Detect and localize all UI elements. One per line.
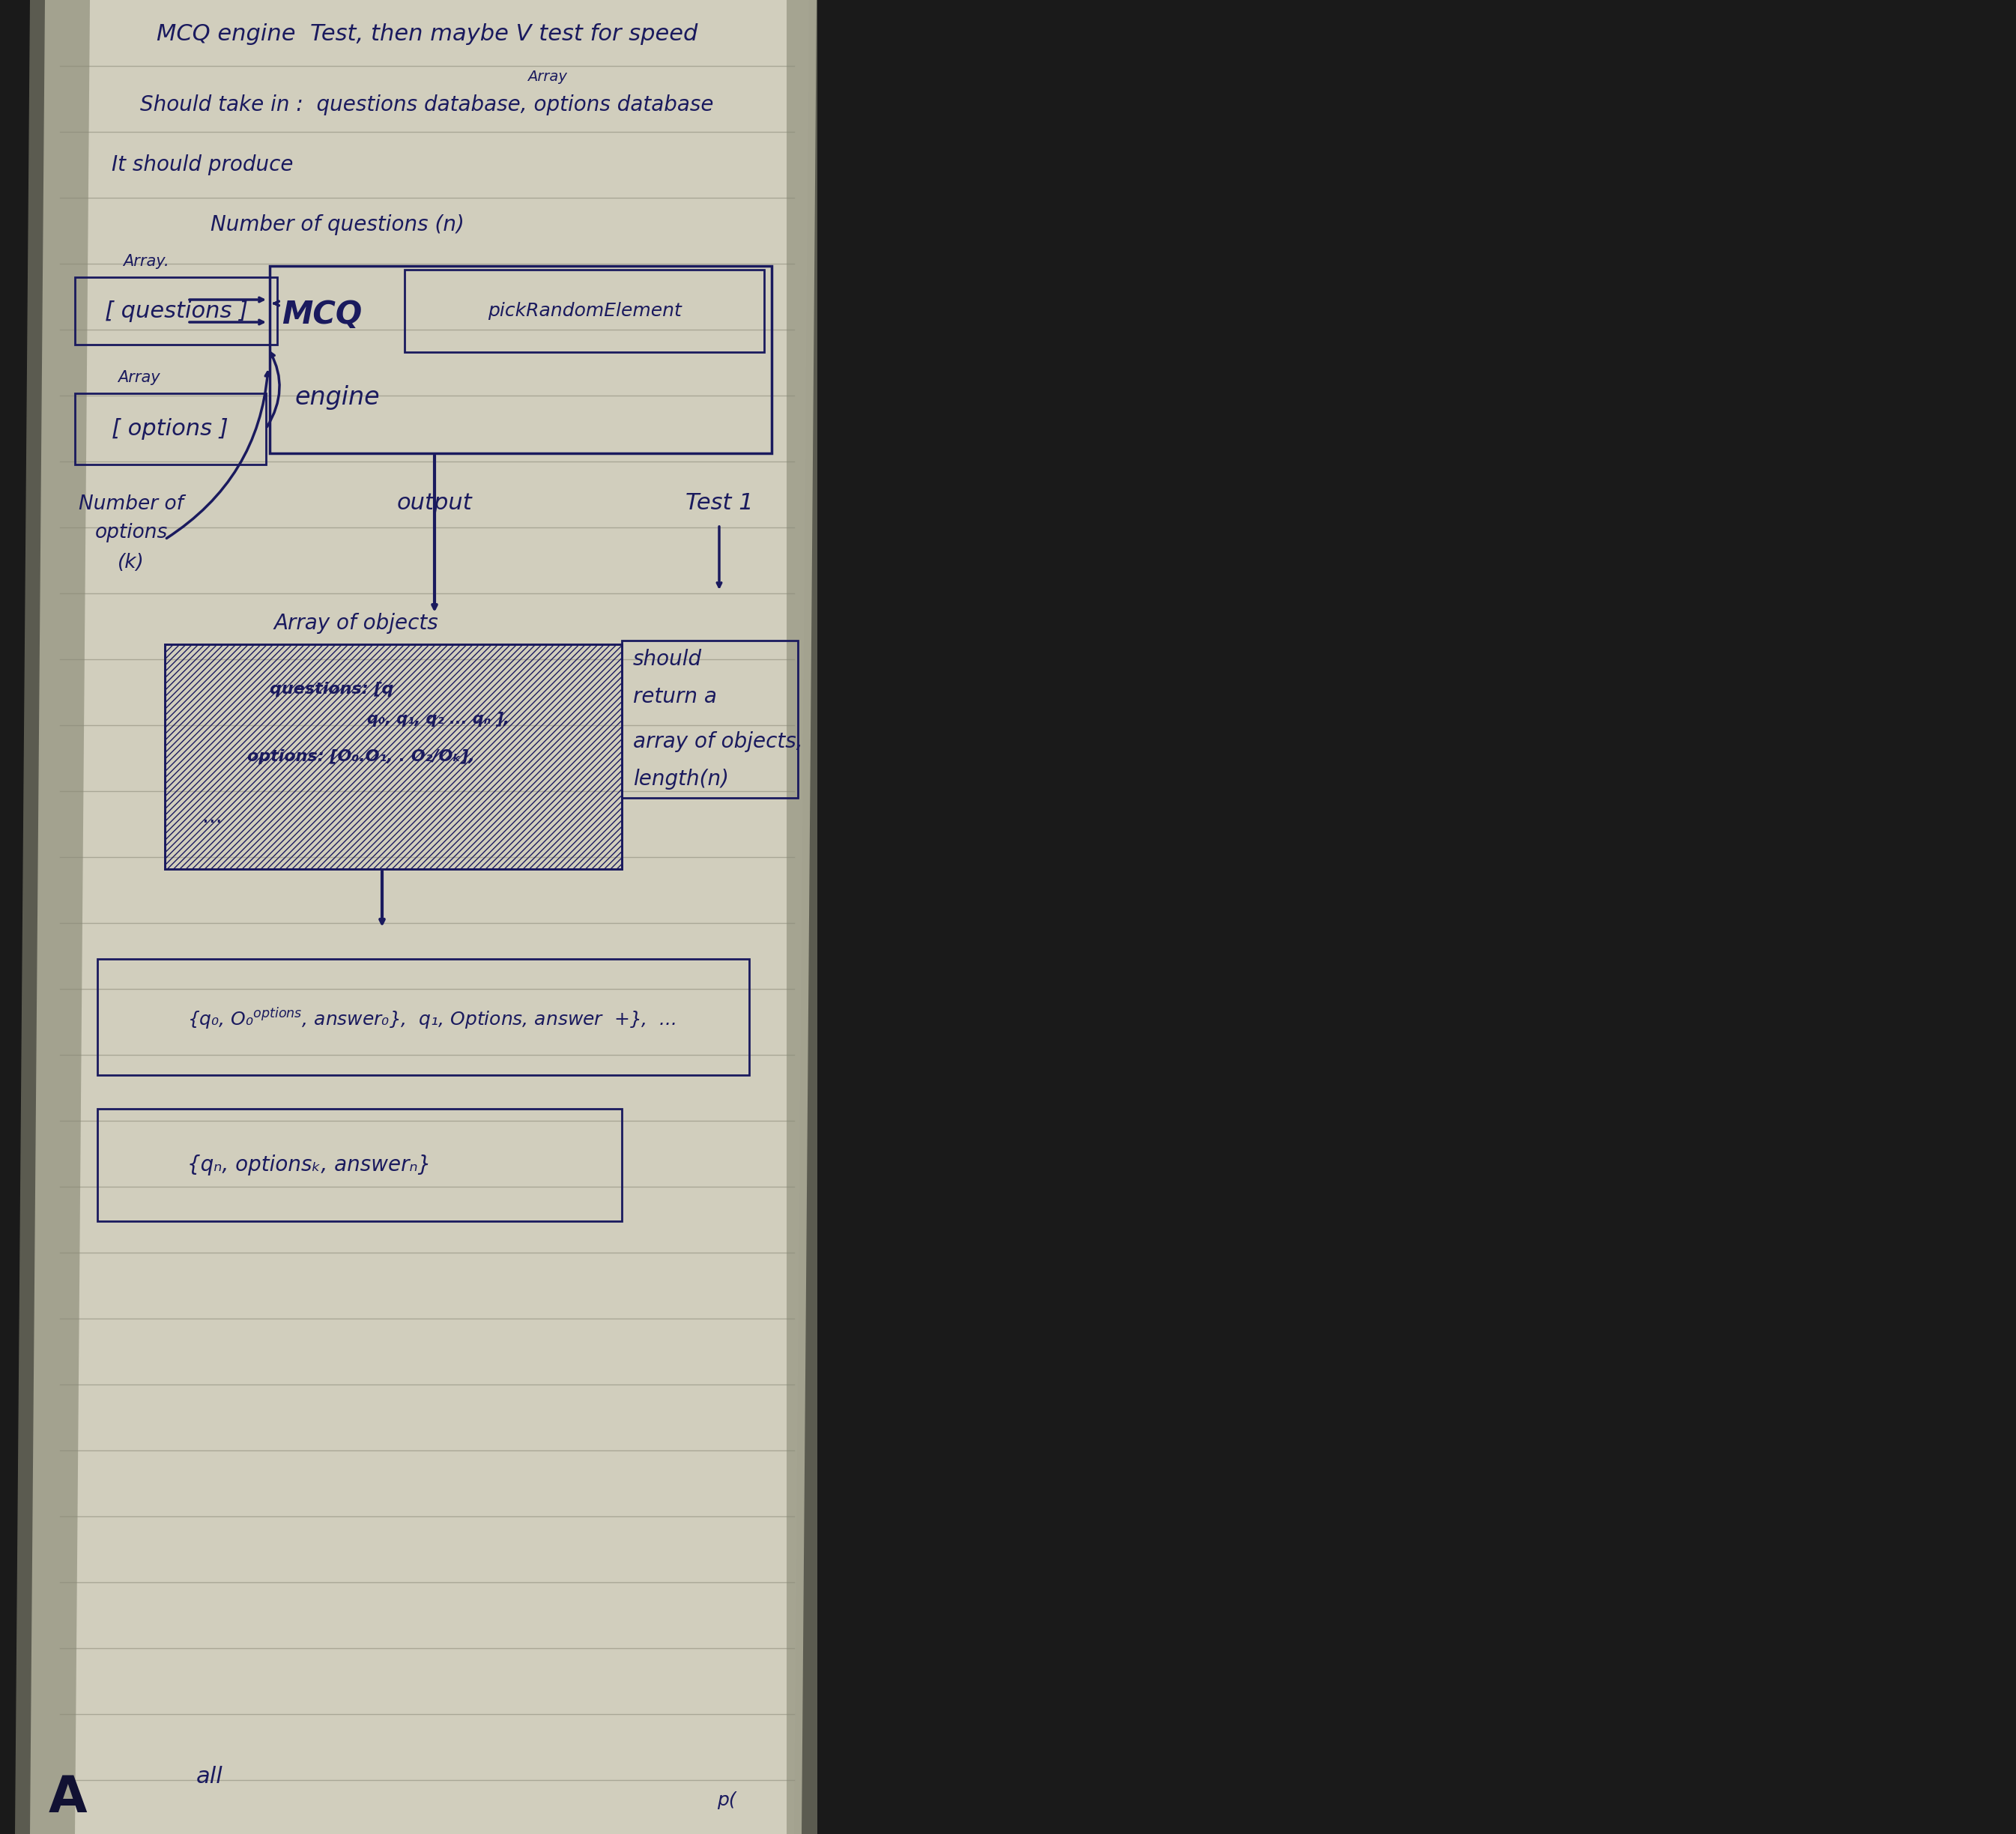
Bar — [97, 1110, 621, 1221]
Text: Test 1: Test 1 — [685, 492, 754, 514]
Polygon shape — [786, 0, 816, 1834]
Polygon shape — [75, 0, 808, 1834]
Text: Should take in :  questions database, options database: Should take in : questions database, opt… — [141, 94, 714, 116]
Text: ...: ... — [202, 807, 222, 827]
Text: Array.: Array. — [123, 253, 169, 270]
Text: [ questions ]: [ questions ] — [105, 301, 248, 321]
Text: questions: [q: questions: [q — [270, 682, 393, 697]
Text: array of objects,: array of objects, — [633, 732, 802, 752]
Polygon shape — [14, 0, 91, 1834]
Text: options: [O₀.O₁, . O₂/Oₖ],: options: [O₀.O₁, . O₂/Oₖ], — [248, 748, 476, 765]
Text: A: A — [48, 1773, 87, 1823]
Bar — [621, 640, 798, 798]
Text: should: should — [633, 649, 702, 669]
Text: (k): (k) — [117, 552, 145, 572]
Polygon shape — [30, 0, 816, 1834]
Text: MCQ engine  Test, then maybe V test for speed: MCQ engine Test, then maybe V test for s… — [157, 22, 698, 44]
Text: Array: Array — [526, 70, 566, 84]
Bar — [75, 392, 266, 464]
Bar — [165, 644, 621, 869]
Text: Array of objects: Array of objects — [274, 613, 437, 635]
Bar — [97, 959, 750, 1075]
Text: Array: Array — [117, 370, 159, 385]
Text: [ options ]: [ options ] — [111, 418, 228, 440]
Text: Number of questions (n): Number of questions (n) — [210, 215, 464, 235]
Text: return a: return a — [633, 686, 718, 708]
Text: {qₙ, optionsₖ, answerₙ}: {qₙ, optionsₖ, answerₙ} — [187, 1154, 431, 1176]
Text: MCQ: MCQ — [282, 299, 363, 330]
Text: p(: p( — [718, 1792, 736, 1810]
Text: Number of: Number of — [79, 495, 183, 514]
Bar — [405, 270, 764, 352]
Bar — [270, 266, 772, 453]
Bar — [165, 644, 621, 869]
Text: options: options — [95, 523, 167, 543]
Text: output: output — [397, 492, 472, 514]
Text: engine: engine — [294, 385, 379, 409]
Text: It should produce: It should produce — [111, 154, 292, 176]
Text: {q₀, O₀$^{options}$, answer₀},  q₁, Options, answer  +},  ...: {q₀, O₀$^{options}$, answer₀}, q₁, Optio… — [187, 1007, 675, 1031]
Text: q₀, q₁, q₂ ... qₙ ],: q₀, q₁, q₂ ... qₙ ], — [367, 712, 510, 726]
Text: length(n): length(n) — [633, 768, 730, 790]
Bar — [75, 277, 276, 345]
Text: all: all — [196, 1766, 224, 1788]
Text: pickRandomElement: pickRandomElement — [488, 303, 681, 319]
